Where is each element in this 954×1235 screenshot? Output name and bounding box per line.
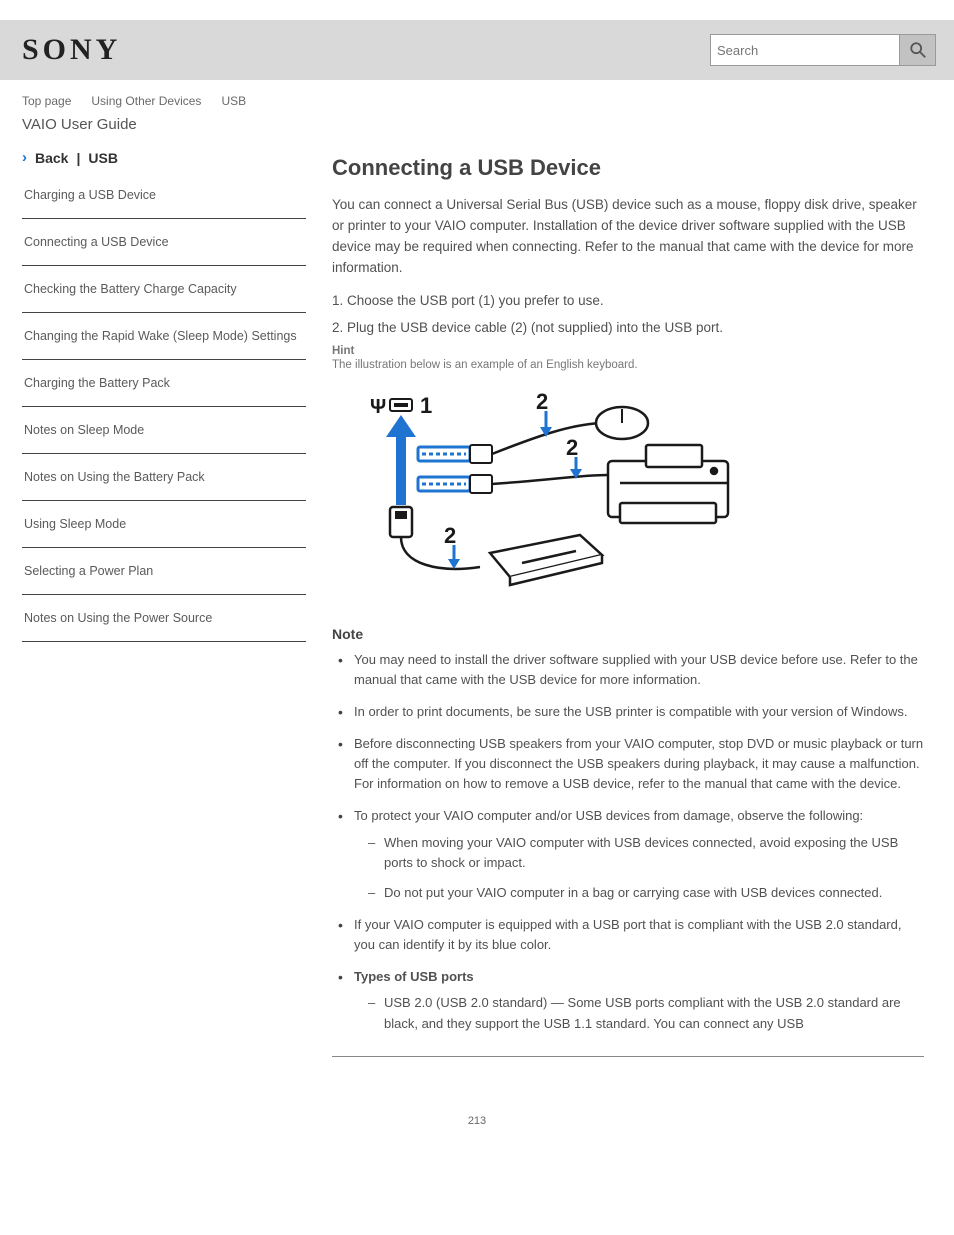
sidebar-item: Notes on Using the Battery Pack	[22, 454, 306, 501]
sidebar-item: Charging the Battery Pack	[22, 360, 306, 407]
sidebar-heading: › Back | USB	[22, 149, 306, 172]
page-number: 213	[0, 1097, 954, 1157]
sidebar-back[interactable]: Back	[35, 150, 68, 166]
intro-text: You can connect a Universal Serial Bus (…	[332, 195, 924, 279]
hint-label: Hint	[332, 345, 924, 357]
sidebar-link-6[interactable]: Notes on Using the Battery Pack	[24, 470, 300, 484]
top-link-0[interactable]: Top page	[22, 94, 71, 108]
usb-illustration: Ψ 1	[350, 385, 924, 610]
hint-text: The illustration below is an example of …	[332, 359, 638, 371]
sidebar-link-8[interactable]: Selecting a Power Plan	[24, 564, 300, 578]
note-item: In order to print documents, be sure the…	[338, 702, 924, 722]
chevron-right-icon: ›	[22, 149, 27, 166]
note-subitem: Do not put your VAIO computer in a bag o…	[368, 883, 924, 903]
breadcrumb-links: Top page Using Other Devices USB	[0, 80, 954, 108]
step-1: 1. Choose the USB port (1) you prefer to…	[332, 291, 924, 312]
sidebar-section: USB	[88, 150, 118, 166]
guide-title: VAIO User Guide	[0, 108, 954, 137]
sidebar-item: Changing the Rapid Wake (Sleep Mode) Set…	[22, 313, 306, 360]
sidebar-link-1[interactable]: Connecting a USB Device	[24, 235, 300, 249]
page-title: Connecting a USB Device	[332, 155, 924, 181]
sidebar-link-5[interactable]: Notes on Sleep Mode	[24, 423, 300, 437]
sidebar-link-4[interactable]: Charging the Battery Pack	[24, 376, 300, 390]
sidebar: › Back | USB Charging a USB Device Conne…	[22, 149, 306, 1057]
note-item: If your VAIO computer is equipped with a…	[338, 915, 924, 955]
svg-text:1: 1	[420, 393, 432, 418]
article: Connecting a USB Device You can connect …	[332, 149, 924, 1057]
sidebar-link-3[interactable]: Changing the Rapid Wake (Sleep Mode) Set…	[24, 329, 300, 343]
sidebar-item: Checking the Battery Charge Capacity	[22, 266, 306, 313]
sidebar-item: Notes on Sleep Mode	[22, 407, 306, 454]
footer-rule	[332, 1056, 924, 1057]
brand-logo: SONY	[22, 33, 121, 67]
search-input[interactable]	[710, 34, 900, 66]
svg-text:2: 2	[536, 389, 548, 414]
note-item: Types of USB ports USB 2.0 (USB 2.0 stan…	[338, 967, 924, 1033]
search-button[interactable]	[900, 34, 936, 66]
search-form	[710, 34, 936, 66]
notes-list: You may need to install the driver softw…	[332, 650, 924, 1034]
sidebar-item: Connecting a USB Device	[22, 219, 306, 266]
svg-text:2: 2	[444, 523, 456, 548]
notes-heading: Note	[332, 626, 924, 642]
note-subitem: When moving your VAIO computer with USB …	[368, 833, 924, 873]
sidebar-link-7[interactable]: Using Sleep Mode	[24, 517, 300, 531]
note-item: You may need to install the driver softw…	[338, 650, 924, 690]
sidebar-item: Using Sleep Mode	[22, 501, 306, 548]
step-2: 2. Plug the USB device cable (2) (not su…	[332, 318, 924, 339]
top-link-2[interactable]: USB	[221, 94, 246, 108]
sidebar-link-0[interactable]: Charging a USB Device	[24, 188, 300, 202]
note-subitem: USB 2.0 (USB 2.0 standard) — Some USB po…	[368, 993, 924, 1033]
sidebar-link-9[interactable]: Notes on Using the Power Source	[24, 611, 300, 625]
note-item: To protect your VAIO computer and/or USB…	[338, 806, 924, 903]
search-icon	[909, 41, 927, 59]
svg-text:2: 2	[566, 435, 578, 460]
svg-text:Ψ: Ψ	[370, 396, 386, 418]
sidebar-item: Notes on Using the Power Source	[22, 595, 306, 642]
sidebar-item: Selecting a Power Plan	[22, 548, 306, 595]
sidebar-link-2[interactable]: Checking the Battery Charge Capacity	[24, 282, 300, 296]
top-link-1[interactable]: Using Other Devices	[91, 94, 201, 108]
note-item: Before disconnecting USB speakers from y…	[338, 734, 924, 794]
sidebar-item: Charging a USB Device	[22, 172, 306, 219]
